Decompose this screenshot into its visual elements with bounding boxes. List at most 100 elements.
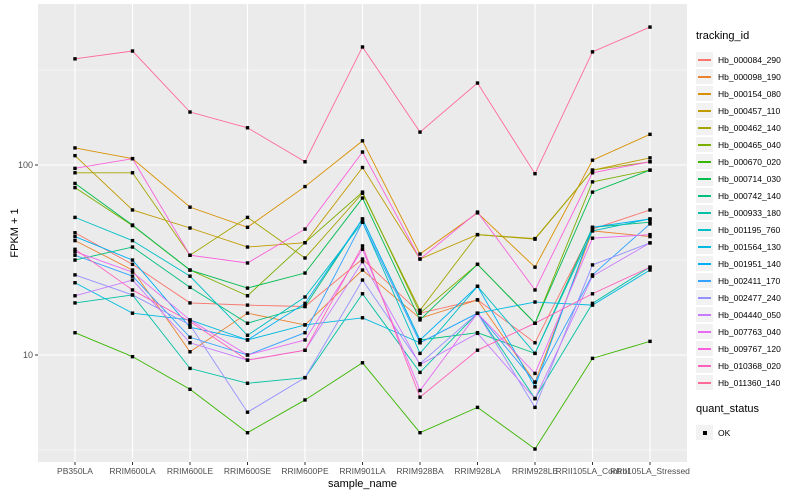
line-key-box — [696, 324, 713, 339]
line-swatch-icon — [698, 177, 711, 180]
data-point — [73, 281, 77, 285]
legend-item: Hb_010368_020 — [696, 357, 800, 374]
x-tick-label: RRIM600LA — [109, 466, 156, 476]
y-tick-label: 100 — [18, 160, 33, 170]
line-key-box — [696, 307, 713, 322]
legend-item: Hb_000714_030 — [696, 170, 800, 187]
data-point — [303, 348, 307, 352]
data-point — [303, 398, 307, 402]
legend-item-label: Hb_001564_130 — [718, 241, 781, 252]
line-swatch-icon — [698, 364, 711, 367]
data-point — [533, 265, 537, 269]
line-swatch-icon — [698, 313, 711, 316]
data-point — [475, 405, 480, 410]
data-point — [360, 220, 365, 224]
data-point — [590, 356, 595, 361]
data-point — [533, 380, 537, 384]
x-tick-label: RRII105LA_Stressed — [610, 466, 690, 476]
data-point — [130, 258, 135, 262]
x-tick-label: RRIM600LE — [167, 466, 214, 476]
legend-item: Hb_000742_140 — [696, 187, 800, 204]
legend-item: Hb_011360_140 — [696, 374, 800, 391]
legend-item-ok: OK — [696, 424, 800, 441]
line-key-box — [696, 86, 713, 101]
data-point — [360, 257, 365, 261]
data-point — [130, 293, 135, 297]
line-key-box — [696, 69, 713, 84]
legend-item-label: Hb_007763_040 — [718, 326, 781, 337]
data-point — [188, 323, 192, 327]
data-point — [130, 223, 135, 227]
data-point — [590, 158, 595, 162]
legend-item: Hb_000670_020 — [696, 153, 800, 170]
data-point — [188, 268, 192, 272]
data-point — [303, 301, 307, 306]
data-point — [533, 288, 537, 292]
x-tick-label: RRIM600PE — [281, 466, 329, 476]
legend-item-label: Hb_011360_140 — [718, 377, 781, 388]
data-point — [648, 241, 652, 245]
legend-item-label: Hb_000670_020 — [718, 156, 781, 167]
data-point — [360, 196, 365, 200]
point-key-box — [696, 425, 713, 440]
data-point — [73, 273, 77, 277]
data-point — [188, 341, 192, 345]
data-point — [245, 358, 250, 362]
line-swatch-icon — [698, 330, 711, 333]
line-key-box — [696, 358, 713, 373]
data-point — [245, 311, 250, 315]
data-point — [533, 321, 537, 325]
data-point — [245, 321, 250, 325]
y-axis-title: FPKM + 1 — [9, 208, 21, 258]
data-point — [360, 247, 365, 252]
data-point — [130, 268, 135, 272]
legend-item-label: Hb_000933_180 — [718, 207, 781, 218]
line-swatch-icon — [698, 245, 711, 248]
x-tick-label: RRIM928LE — [512, 466, 559, 476]
plot-canvas: PB350LA RRIM600LA RRIM600LE RRIM600SE RRIM60… — [18, 4, 690, 476]
data-point — [303, 184, 307, 189]
data-point — [73, 247, 77, 252]
data-point — [188, 274, 192, 278]
line-swatch-icon — [698, 92, 711, 95]
data-point — [303, 160, 307, 164]
line-key-box — [696, 171, 713, 186]
data-point — [245, 215, 250, 220]
line-swatch-icon — [698, 75, 711, 78]
line-key-box — [696, 222, 713, 237]
data-point — [590, 225, 595, 230]
data-point — [360, 244, 365, 248]
legend-item-label: Hb_002411_170 — [718, 275, 781, 286]
legend-item-label: Hb_000714_030 — [718, 173, 781, 184]
legend-items: Hb_000084_290 Hb_000098_190 Hb_000154_080 H… — [696, 51, 800, 391]
data-point — [360, 292, 365, 296]
data-point — [130, 354, 135, 359]
data-point — [418, 130, 422, 134]
data-point — [590, 236, 595, 240]
data-point — [533, 237, 537, 241]
line-swatch-icon — [698, 381, 711, 384]
line-swatch-icon — [698, 211, 711, 214]
x-tick-label: PB350LA — [57, 466, 93, 476]
data-point — [130, 238, 135, 243]
legend-item: Hb_001564_130 — [696, 238, 800, 255]
legend-item-label: Hb_010368_020 — [718, 360, 781, 371]
legend-item: Hb_004440_050 — [696, 306, 800, 323]
data-point — [648, 339, 652, 344]
x-axis-title: sample_name — [327, 478, 398, 490]
data-point — [590, 303, 595, 307]
data-point — [648, 222, 652, 226]
data-point — [130, 311, 135, 315]
legend-item: Hb_000457_110 — [696, 102, 800, 119]
data-point — [245, 303, 250, 307]
data-point — [130, 278, 135, 282]
x-tick-label: RRIM928LA — [454, 466, 501, 476]
data-point — [130, 208, 135, 212]
data-point — [245, 410, 250, 414]
data-point — [188, 335, 192, 339]
y-tick-label: 10 — [23, 350, 33, 360]
quant-status-legend: quant_status OK — [696, 403, 800, 441]
data-point — [73, 331, 77, 335]
data-point — [418, 308, 422, 312]
